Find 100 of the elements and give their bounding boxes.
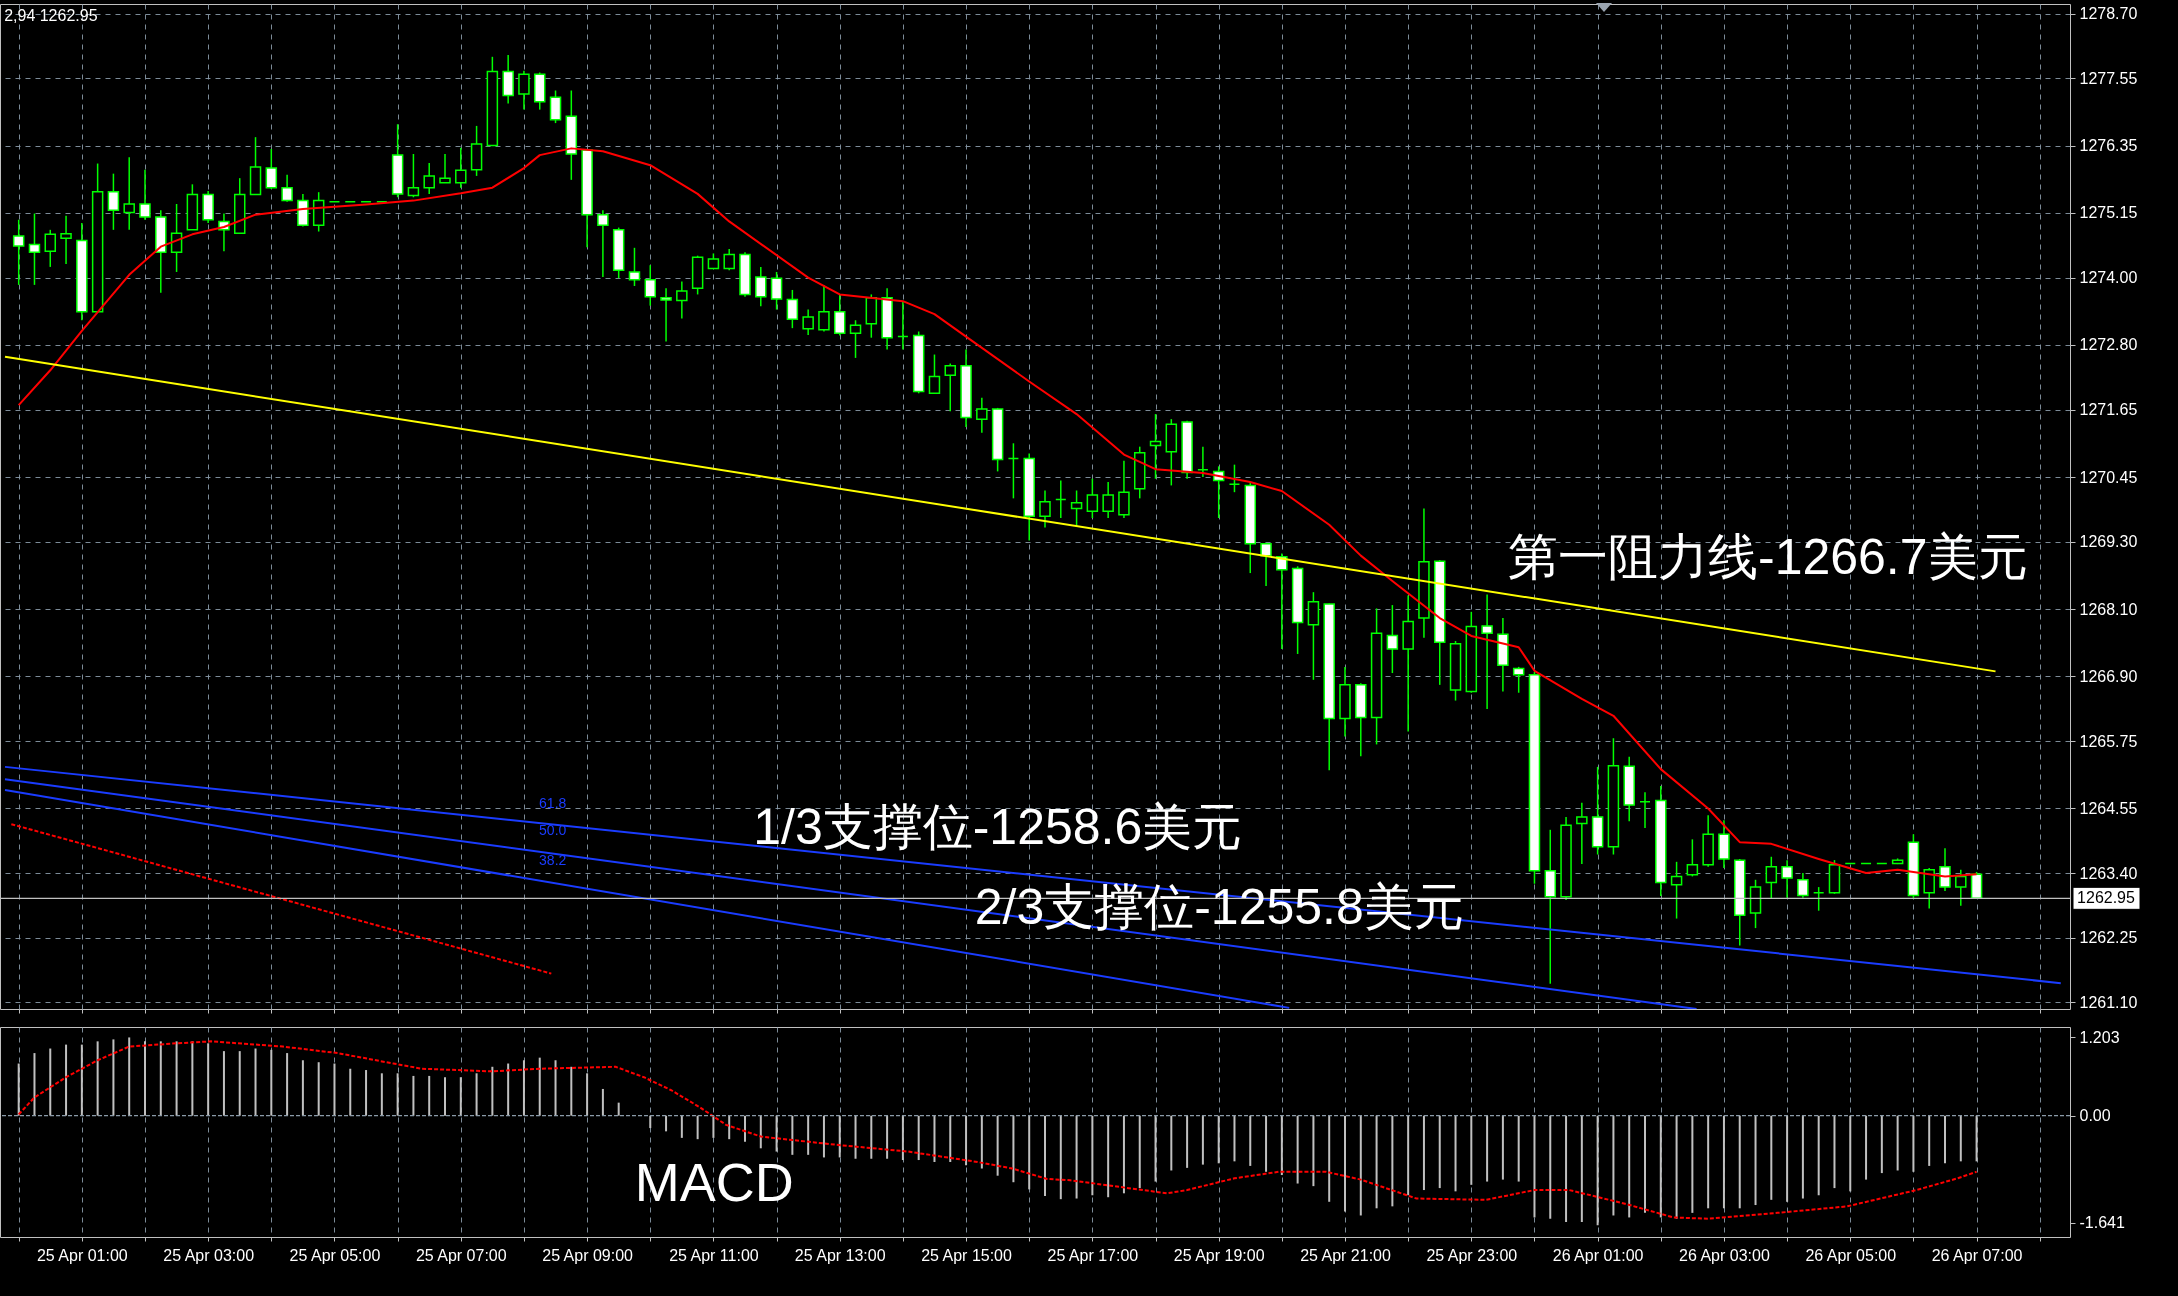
candlestick bbox=[597, 209, 609, 278]
candlestick bbox=[833, 293, 846, 337]
x-tick-label: 25 Apr 13:00 bbox=[794, 1246, 886, 1264]
bar bbox=[1375, 1115, 1378, 1209]
candlestick bbox=[660, 287, 672, 343]
bar bbox=[475, 1073, 478, 1116]
x-tick-label: 25 Apr 19:00 bbox=[1173, 1246, 1265, 1264]
bar bbox=[1486, 1115, 1489, 1182]
bar bbox=[586, 1073, 589, 1116]
y-tick-label: 1275.15 bbox=[2079, 204, 2138, 222]
candlestick bbox=[60, 215, 72, 265]
candlestick bbox=[281, 174, 293, 203]
annotation: 1/3支撑位-1258.6美元 bbox=[753, 799, 1243, 856]
x-tick-label: 25 Apr 17:00 bbox=[1047, 1246, 1139, 1264]
bar bbox=[886, 1115, 889, 1159]
bar bbox=[1754, 1115, 1757, 1206]
bar bbox=[791, 1115, 794, 1155]
bar bbox=[1391, 1115, 1394, 1207]
x-tick-label: 26 Apr 07:00 bbox=[1931, 1246, 2023, 1264]
candlestick bbox=[944, 362, 957, 413]
bar bbox=[822, 1115, 825, 1158]
bar bbox=[286, 1053, 289, 1116]
bar bbox=[1786, 1115, 1789, 1202]
bar bbox=[1107, 1115, 1110, 1198]
candlestick bbox=[1955, 868, 1967, 907]
bar bbox=[1644, 1115, 1646, 1213]
bar bbox=[1359, 1115, 1362, 1216]
y-tick-label: 1278.70 bbox=[2079, 5, 2138, 23]
y-tick-label: 1.203 bbox=[2079, 1028, 2120, 1046]
x-tick-label: 26 Apr 01:00 bbox=[1552, 1246, 1644, 1264]
bar bbox=[1075, 1115, 1078, 1199]
bar bbox=[1407, 1115, 1410, 1196]
x-tick-label: 25 Apr 23:00 bbox=[1426, 1246, 1518, 1264]
bar bbox=[1044, 1115, 1046, 1196]
bar bbox=[1122, 1115, 1125, 1194]
candlestick bbox=[755, 266, 767, 307]
bar bbox=[270, 1049, 273, 1116]
candlestick bbox=[107, 172, 120, 231]
bar bbox=[1833, 1115, 1836, 1189]
bar bbox=[491, 1066, 494, 1116]
y-tick-label: 1269.30 bbox=[2079, 533, 2138, 551]
bar bbox=[1233, 1115, 1236, 1162]
candlestick bbox=[1118, 459, 1130, 519]
candlestick bbox=[423, 162, 435, 195]
bar bbox=[238, 1051, 241, 1116]
bar bbox=[396, 1073, 399, 1116]
x-tick-label: 25 Apr 09:00 bbox=[542, 1246, 634, 1264]
bar bbox=[996, 1115, 999, 1176]
candlestick bbox=[1576, 802, 1588, 865]
bar bbox=[507, 1063, 510, 1116]
candlestick bbox=[770, 271, 783, 311]
candlestick bbox=[518, 70, 530, 111]
y-tick-label: 1266.90 bbox=[2079, 667, 2138, 685]
bar bbox=[1549, 1115, 1552, 1219]
bar bbox=[128, 1037, 131, 1116]
bar bbox=[33, 1053, 36, 1116]
candlestick bbox=[897, 300, 909, 351]
bar bbox=[1865, 1115, 1868, 1180]
y-tick-label: 1276.35 bbox=[2079, 137, 2138, 155]
candlestick bbox=[1923, 867, 1935, 910]
bar bbox=[1438, 1115, 1441, 1189]
bar bbox=[1501, 1115, 1504, 1180]
x-tick-label: 25 Apr 11:00 bbox=[669, 1246, 759, 1264]
bar bbox=[1928, 1115, 1931, 1166]
candlestick bbox=[1386, 604, 1399, 674]
candlestick bbox=[1512, 666, 1525, 694]
bar bbox=[854, 1115, 857, 1159]
candlestick bbox=[1055, 479, 1067, 519]
bar bbox=[1722, 1115, 1725, 1209]
bar bbox=[333, 1063, 336, 1116]
y-tick-label: 0.00 bbox=[2079, 1107, 2111, 1125]
bar bbox=[207, 1043, 210, 1116]
bar bbox=[317, 1062, 320, 1116]
bar bbox=[538, 1057, 541, 1116]
bar bbox=[1217, 1115, 1220, 1164]
x-tick-label: 25 Apr 21:00 bbox=[1300, 1246, 1391, 1264]
candlestick bbox=[1307, 591, 1320, 681]
ref-line-label: 1262.95 bbox=[2077, 889, 2136, 907]
bar bbox=[696, 1115, 699, 1140]
bar bbox=[1849, 1115, 1852, 1192]
candlestick bbox=[723, 248, 735, 272]
bar bbox=[1201, 1115, 1204, 1165]
annotation: MACD bbox=[634, 1151, 794, 1212]
bar bbox=[712, 1115, 715, 1138]
x-tick-label: 25 Apr 07:00 bbox=[415, 1246, 507, 1264]
bar bbox=[96, 1041, 99, 1116]
bar bbox=[759, 1115, 762, 1149]
candlestick bbox=[676, 280, 688, 320]
bar bbox=[933, 1115, 936, 1162]
bar bbox=[870, 1115, 873, 1159]
candlestick bbox=[123, 156, 135, 231]
bar bbox=[1880, 1115, 1883, 1174]
y-tick-label: 1263.40 bbox=[2079, 864, 2138, 882]
candlestick bbox=[1228, 463, 1241, 493]
bar bbox=[1280, 1115, 1283, 1176]
bar bbox=[112, 1039, 115, 1116]
bar bbox=[444, 1077, 446, 1116]
y-tick-label: 1262.25 bbox=[2079, 929, 2138, 947]
bar bbox=[1344, 1115, 1346, 1212]
bar bbox=[1296, 1115, 1299, 1184]
